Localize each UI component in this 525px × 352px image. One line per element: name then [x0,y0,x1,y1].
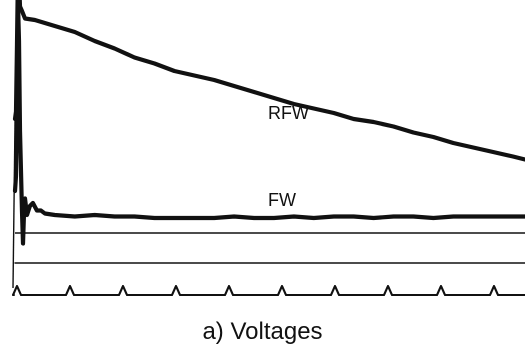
left-edge-line [12,39,17,289]
pulse-9 [436,285,446,296]
pulse-4 [171,285,181,296]
pulse-3 [118,285,128,296]
pulse-7 [330,285,340,296]
figure-caption: a) Voltages [202,318,323,345]
pulse-1 [12,285,22,296]
pulse-6 [277,285,287,296]
plot-area: RFW FW [12,0,525,296]
pulse-5 [224,285,234,296]
pulse-10 [489,285,499,296]
series-label-rfw: RFW [268,103,309,123]
pulse-train-line [12,285,525,296]
series-rfw-line [12,0,525,162]
series-label-fw: FW [268,190,296,210]
pulse-8 [383,285,393,296]
pulse-2 [65,285,75,296]
series-fw-line [12,1,525,246]
